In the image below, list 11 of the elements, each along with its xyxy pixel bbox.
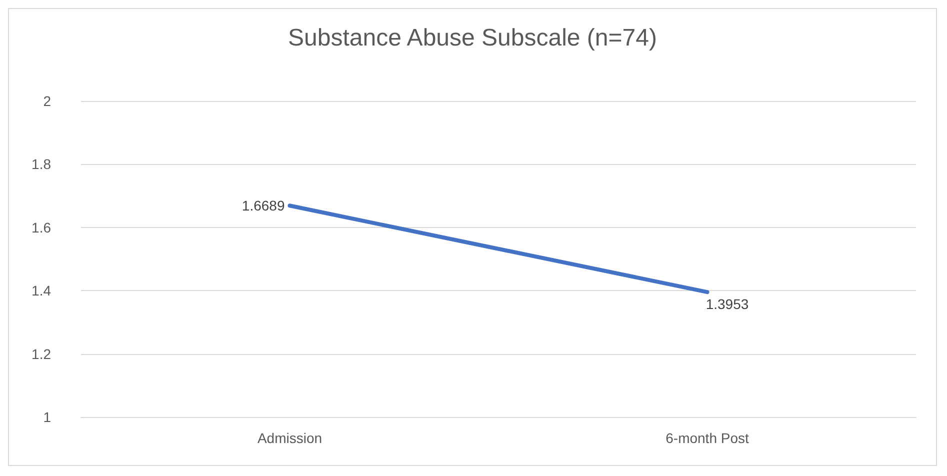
y-tick-label: 1.6 [32,219,52,236]
y-tick-label: 1 [43,409,52,425]
data-label: 1.3953 [706,296,749,312]
y-tick-label: 1.4 [32,282,52,299]
y-tick-label: 1.2 [32,346,52,362]
chart-title: Substance Abuse Subscale (n=74) [288,24,657,52]
x-tick-label: Admission [257,430,322,446]
y-tick-label: 1.8 [32,156,52,172]
x-tick-label: 6-month Post [666,430,749,446]
y-tick-label: 2 [43,93,52,109]
data-label: 1.6689 [242,198,285,214]
